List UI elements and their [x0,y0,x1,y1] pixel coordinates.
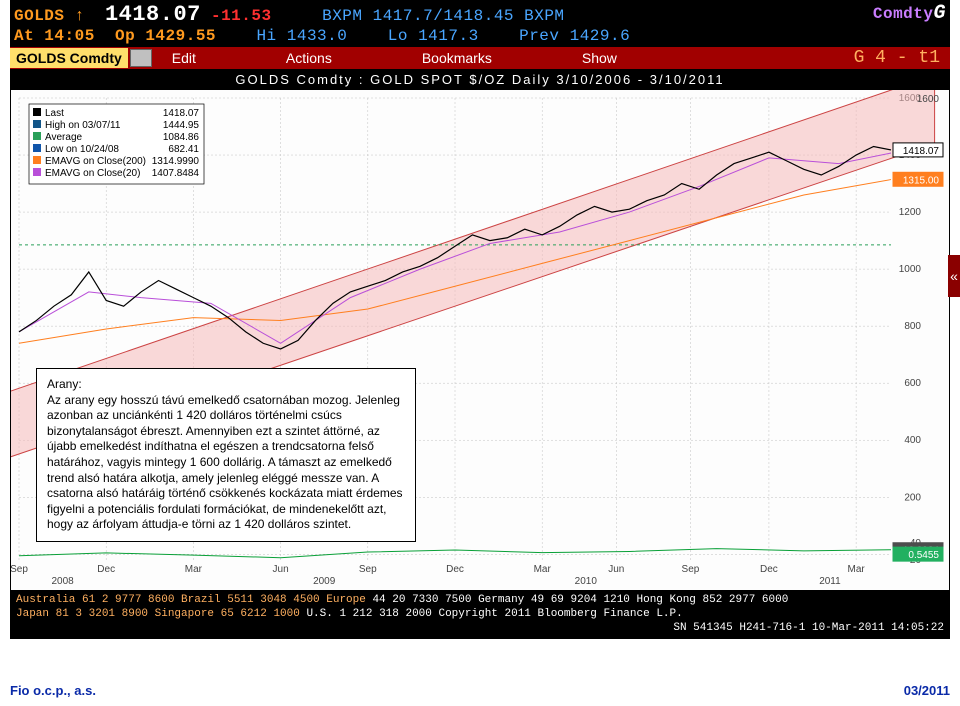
svg-text:1418.07: 1418.07 [163,108,200,119]
svg-text:1600: 1600 [917,94,940,105]
price-change: -11.53 [211,7,272,25]
svg-text:682.41: 682.41 [168,144,199,155]
open-label: Op 1429.55 [115,27,216,45]
toolbar: GOLDS Comdty Edit Actions Bookmarks Show… [10,47,950,69]
svg-text:Dec: Dec [97,564,115,575]
svg-text:Jun: Jun [608,564,624,575]
svg-text:Low on 10/24/08: Low on 10/24/08 [45,144,119,155]
prev-label: Prev 1429.6 [519,27,630,45]
svg-text:1084.86: 1084.86 [163,132,200,143]
page-indicator: G 4 - t1 [854,48,940,68]
source: Comdty [873,5,934,23]
svg-text:Jun: Jun [273,564,289,575]
annotation-title: Arany: [47,377,405,393]
high-label: Hi 1433.0 [256,27,347,45]
bloomberg-terminal: GOLDS ↑ 1418.07 -11.53 BXPM 1417.7/1418.… [10,0,950,639]
svg-text:Last: Last [45,108,64,119]
time-label: At 14:05 [14,27,95,45]
menu-bookmarks[interactable]: Bookmarks [422,50,492,66]
svg-text:800: 800 [904,321,921,332]
annotation-box: Arany: Az arany egy hosszú távú emelkedő… [36,368,416,542]
annotation-body: Az arany egy hosszú távú emelkedő csator… [47,393,405,533]
arrow-up-icon: ↑ [75,7,85,25]
footnote-left: Fio o.c.p., a.s. [10,683,96,698]
svg-text:200: 200 [904,492,921,503]
menu-edit[interactable]: Edit [172,50,196,66]
footer-l2a: Japan 81 3 3201 8900 Singapore 65 6212 1… [16,608,300,620]
svg-text:2010: 2010 [575,576,598,587]
symbol: GOLDS [14,7,65,25]
svg-text:0.5455: 0.5455 [908,550,939,561]
svg-text:Sep: Sep [682,564,700,575]
side-tab[interactable]: « [948,255,960,297]
menu-actions[interactable]: Actions [286,50,332,66]
chart-title-bar: GOLDS Comdty : GOLD SPOT $/OZ Daily 3/10… [10,69,950,90]
last-price: 1418.07 [105,2,201,27]
svg-text:1315.00: 1315.00 [903,175,940,186]
svg-text:Dec: Dec [760,564,778,575]
price-chart[interactable]: 02004006008001000120014001600-2040SepDec… [10,90,950,590]
svg-text:1000: 1000 [899,264,922,275]
footer-l2b: U.S. 1 212 318 2000 Copyright 2011 Bloom… [300,608,683,620]
svg-text:1200: 1200 [899,207,922,218]
svg-text:2008: 2008 [51,576,74,587]
svg-text:EMAVG on Close(200): EMAVG on Close(200) [45,156,146,167]
svg-text:Sep: Sep [359,564,377,575]
svg-text:EMAVG on Close(20): EMAVG on Close(20) [45,168,140,179]
footer-l1b: 44 20 7330 7500 Germany 49 69 9204 1210 … [366,594,788,606]
svg-text:Mar: Mar [185,564,203,575]
footnote-right: 03/2011 [904,683,950,698]
dropdown-icon[interactable] [130,49,152,67]
source-suffix: G [933,2,946,25]
svg-text:Mar: Mar [848,564,866,575]
low-label: Lo 1417.3 [388,27,479,45]
svg-text:400: 400 [904,435,921,446]
svg-text:1444.95: 1444.95 [163,120,200,131]
footer-l1a: Australia 61 2 9777 8600 Brazil 5511 304… [16,594,366,606]
svg-text:2011: 2011 [819,576,841,587]
svg-text:1407.8484: 1407.8484 [152,168,200,179]
menu-show[interactable]: Show [582,50,617,66]
svg-text:1314.9990: 1314.9990 [152,156,200,167]
svg-text:Average: Average [45,132,83,143]
footer-sn: SN 541345 H241-716-1 10-Mar-2011 14:05:2… [16,622,944,636]
svg-text:Dec: Dec [446,564,464,575]
quote-header: GOLDS ↑ 1418.07 -11.53 BXPM 1417.7/1418.… [10,0,950,47]
svg-text:2009: 2009 [313,576,336,587]
svg-text:Mar: Mar [534,564,552,575]
bid-ask: BXPM 1417.7/1418.45 BXPM [322,7,564,25]
svg-text:Sep: Sep [11,564,28,575]
svg-text:1418.07: 1418.07 [903,146,940,157]
terminal-footer: Australia 61 2 9777 8600 Brazil 5511 304… [10,590,950,639]
svg-text:600: 600 [904,378,921,389]
ticker-input[interactable]: GOLDS Comdty [10,48,128,68]
svg-text:High on 03/07/11: High on 03/07/11 [45,120,121,131]
page-footnote: Fio o.c.p., a.s. 03/2011 [10,683,950,698]
